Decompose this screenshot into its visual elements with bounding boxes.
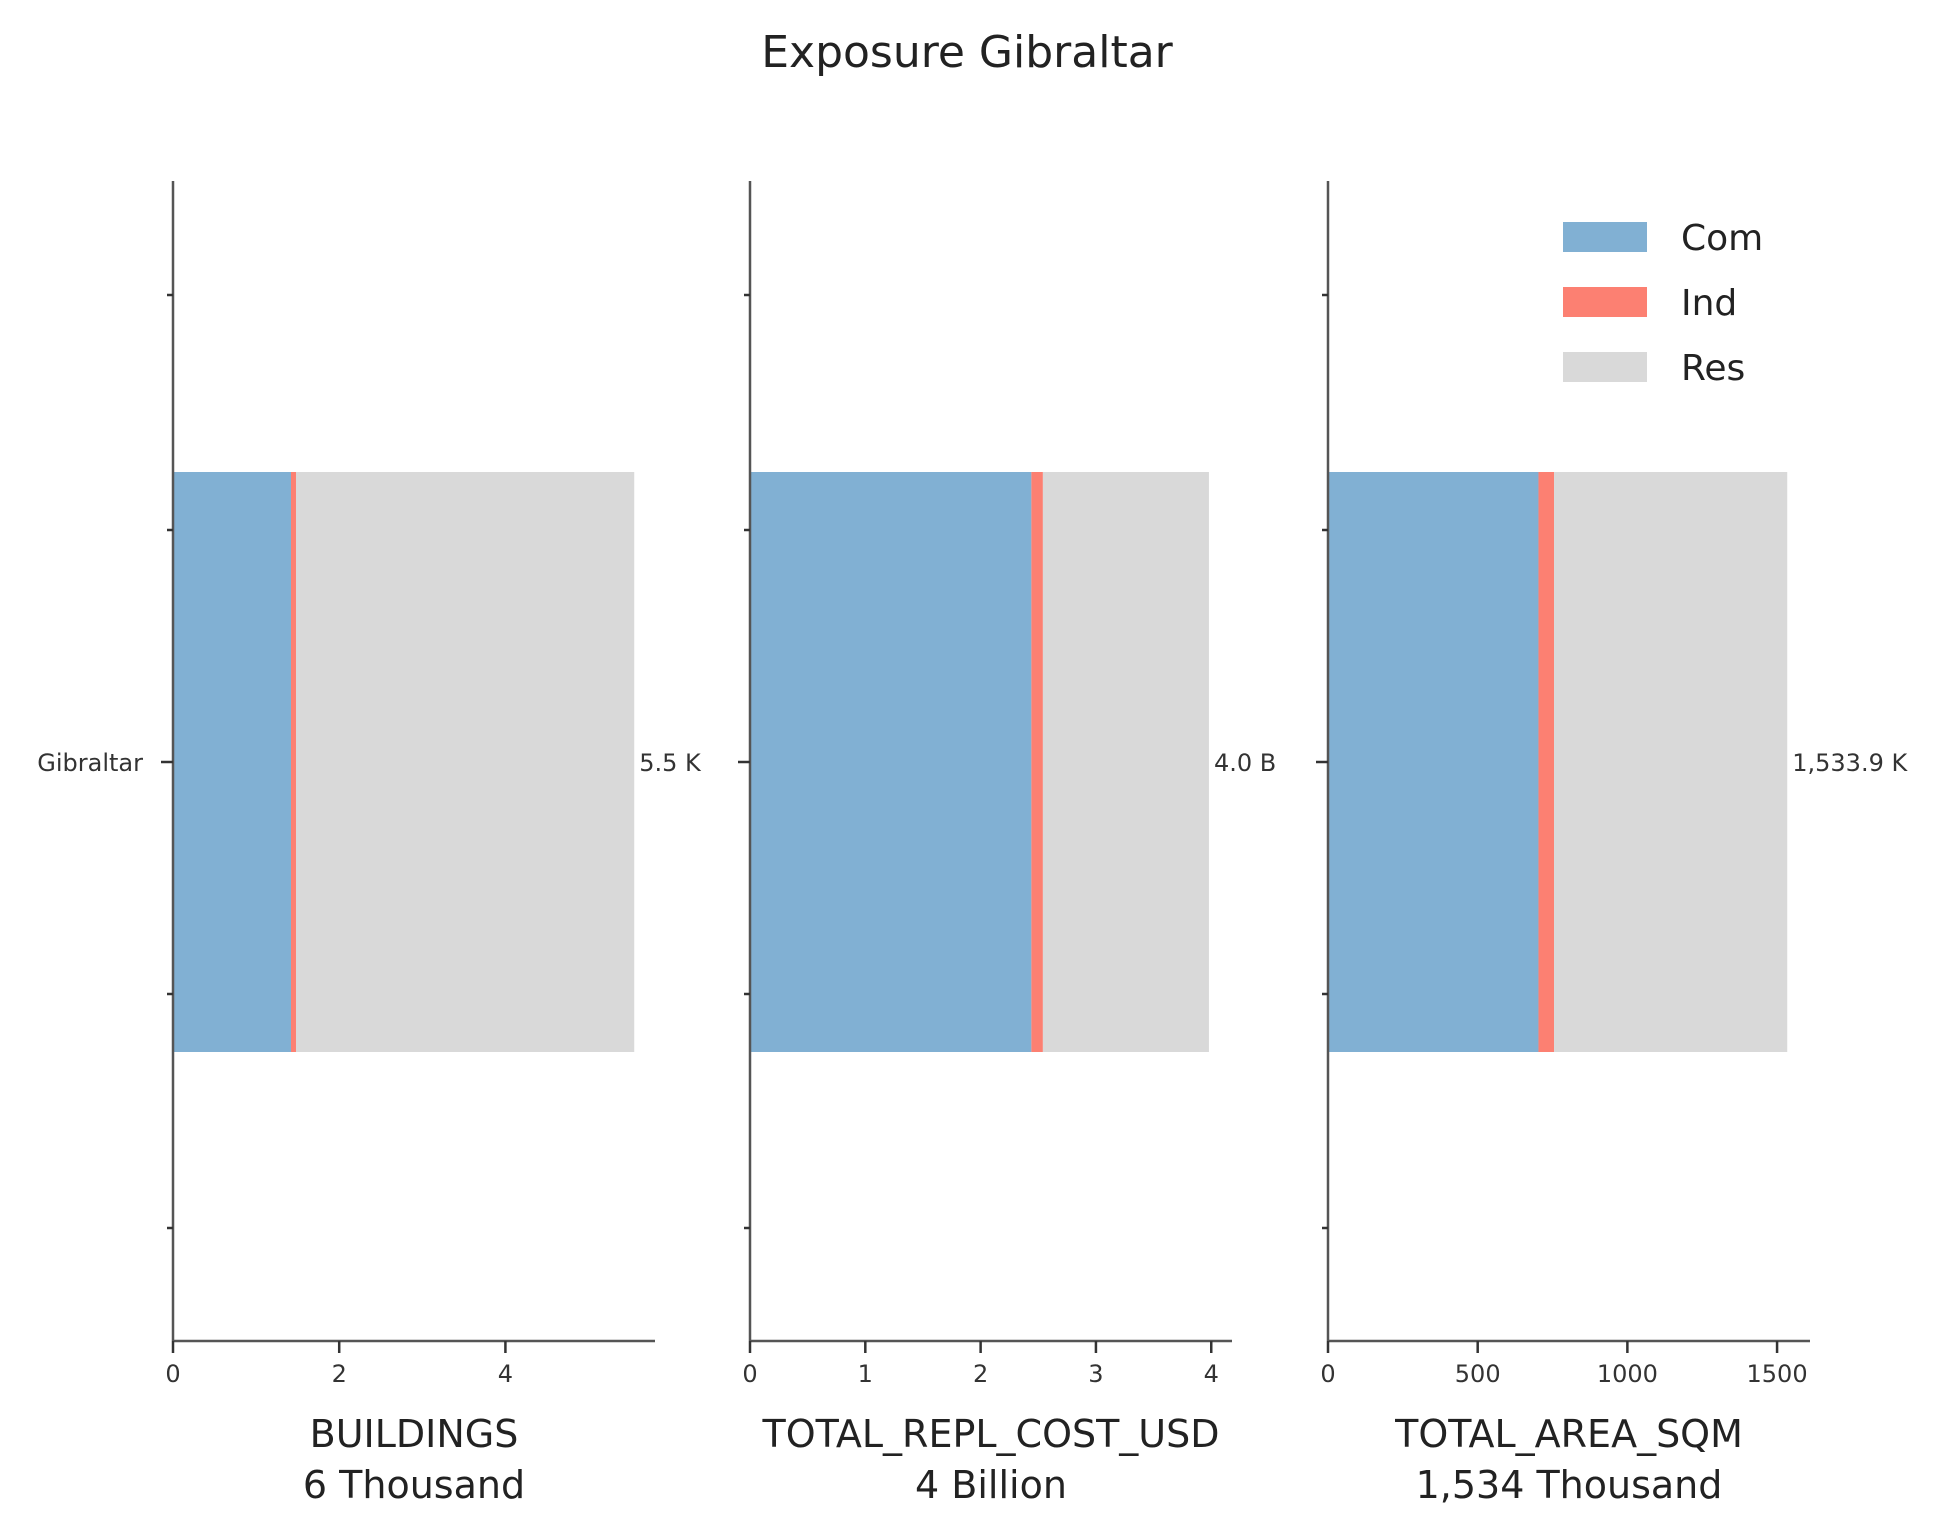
bar-total-label: 5.5 K bbox=[639, 749, 702, 777]
bar-ind bbox=[1538, 472, 1555, 1052]
x-tick-label: 1000 bbox=[1597, 1360, 1658, 1388]
legend-swatch-ind bbox=[1563, 287, 1647, 317]
legend-label-ind: Ind bbox=[1681, 283, 1737, 324]
chart-title: Exposure Gibraltar bbox=[761, 27, 1173, 78]
panel-2: 4.0 B 0 1 2 3 4 TOTAL_REPL_COST_USD 4 Billion bbox=[738, 181, 1276, 1507]
legend-swatch-res bbox=[1563, 352, 1647, 382]
x-tick-label: 1500 bbox=[1747, 1360, 1808, 1388]
legend-swatch-com bbox=[1563, 222, 1647, 252]
x-tick-label: 2 bbox=[332, 1360, 347, 1388]
x-axis-sublabel: 6 Thousand bbox=[303, 1463, 525, 1507]
legend-label-com: Com bbox=[1681, 218, 1763, 259]
x-tick-label: 500 bbox=[1455, 1360, 1501, 1388]
bar-com bbox=[1328, 472, 1539, 1052]
bar-res bbox=[1554, 472, 1788, 1052]
x-tick-label: 1 bbox=[858, 1360, 873, 1388]
legend-label-res: Res bbox=[1681, 348, 1745, 389]
x-axis-label: TOTAL_AREA_SQM bbox=[1394, 1412, 1743, 1456]
x-tick-label: 0 bbox=[165, 1360, 180, 1388]
x-tick-label: 2 bbox=[973, 1360, 988, 1388]
panel-1: 5.5 K Gibraltar 0 2 4 BUILDINGS 6 Thousand bbox=[37, 181, 702, 1507]
x-tick-label: 4 bbox=[1204, 1360, 1219, 1388]
bar-res bbox=[1042, 472, 1209, 1052]
x-axis-label: TOTAL_REPL_COST_USD bbox=[761, 1412, 1219, 1456]
bar-res bbox=[295, 472, 635, 1052]
x-axis-label: BUILDINGS bbox=[310, 1412, 519, 1456]
bar-total-label: 1,533.9 K bbox=[1792, 749, 1908, 777]
x-axis-sublabel: 4 Billion bbox=[915, 1463, 1067, 1507]
x-tick-label: 0 bbox=[1320, 1360, 1335, 1388]
chart-panels: 5.5 K Gibraltar 0 2 4 BUILDINGS 6 Thousand 4.0 … bbox=[37, 181, 1908, 1507]
legend: Com Ind Res bbox=[1563, 218, 1763, 389]
x-tick-label: 0 bbox=[742, 1360, 757, 1388]
bar-ind bbox=[1031, 472, 1043, 1052]
bar-com bbox=[750, 472, 1032, 1052]
y-tick-label: Gibraltar bbox=[37, 749, 143, 777]
bar-ind bbox=[291, 472, 296, 1052]
x-tick-label: 4 bbox=[498, 1360, 513, 1388]
bar-total-label: 4.0 B bbox=[1214, 749, 1276, 777]
x-axis-sublabel: 1,534 Thousand bbox=[1416, 1463, 1723, 1507]
x-tick-label: 3 bbox=[1088, 1360, 1103, 1388]
bar-com bbox=[173, 472, 292, 1052]
